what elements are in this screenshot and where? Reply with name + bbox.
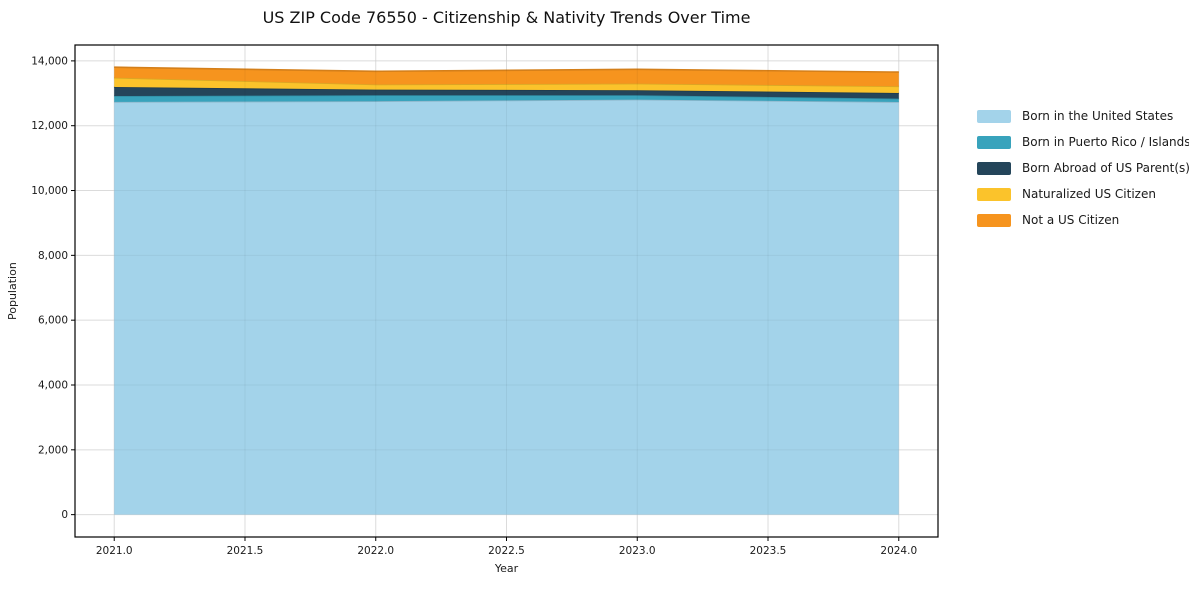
area-edge-4 (114, 66, 899, 73)
legend-label: Naturalized US Citizen (1022, 186, 1156, 201)
area-series-4 (114, 67, 899, 87)
y-tick-label: 2,000 (38, 444, 68, 456)
x-tick-label: 2023.5 (750, 545, 787, 557)
x-tick-label: 2022.0 (357, 545, 394, 557)
legend-swatch (977, 161, 1011, 175)
area-series-2 (114, 87, 899, 99)
y-tick-label: 4,000 (38, 379, 68, 391)
area-series-1 (114, 95, 899, 102)
area-edge-0 (114, 98, 899, 103)
y-tick-label: 0 (61, 509, 68, 521)
y-tick-label: 10,000 (31, 185, 68, 197)
area-series-0 (114, 99, 899, 515)
legend-swatch (977, 213, 1011, 227)
x-tick-label: 2021.0 (96, 545, 133, 557)
legend-item: Born Abroad of US Parent(s) (977, 155, 1189, 181)
legend: Born in the United States Born in Puerto … (977, 103, 1189, 233)
legend-swatch (977, 135, 1011, 149)
y-tick-label: 8,000 (38, 250, 68, 262)
legend-item: Naturalized US Citizen (977, 181, 1189, 207)
y-tick-label: 14,000 (31, 55, 68, 67)
area-series-3 (114, 77, 899, 93)
y-tick-label: 12,000 (31, 120, 68, 132)
legend-label: Born Abroad of US Parent(s) (1022, 160, 1189, 175)
x-tick-label: 2023.0 (619, 545, 656, 557)
y-axis-label: Population (6, 262, 19, 320)
legend-swatch (977, 109, 1011, 123)
x-tick-label: 2022.5 (488, 545, 525, 557)
x-axis-label: Year (494, 562, 519, 575)
legend-swatch (977, 187, 1011, 201)
legend-item: Born in the United States (977, 103, 1189, 129)
chart-title: US ZIP Code 76550 - Citizenship & Nativi… (262, 8, 751, 27)
x-tick-label: 2024.0 (880, 545, 917, 557)
legend-label: Not a US Citizen (1022, 212, 1120, 227)
legend-label: Born in Puerto Rico / Islands (1022, 134, 1189, 149)
x-tick-label: 2021.5 (227, 545, 264, 557)
legend-label: Born in the United States (1022, 108, 1174, 123)
legend-item: Born in Puerto Rico / Islands (977, 129, 1189, 155)
legend-item: Not a US Citizen (977, 207, 1189, 233)
y-tick-label: 6,000 (38, 315, 68, 327)
